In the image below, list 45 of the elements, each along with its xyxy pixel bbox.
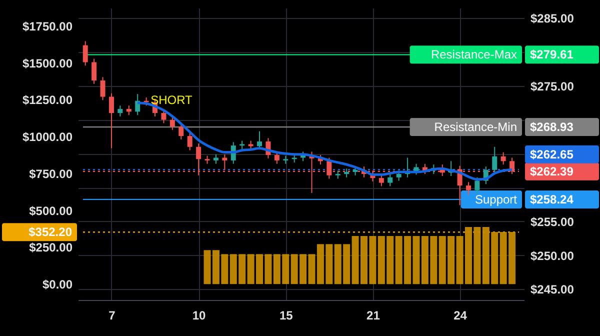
candlestick [161,109,166,124]
candlestick [388,173,393,187]
y2-tick-label: $245.00 [530,282,574,297]
candlestick [178,122,184,140]
candlestick [500,152,506,165]
candlestick [492,146,498,174]
x-tick-label: 21 [366,308,380,322]
y2-tick-label: $268.93 [530,120,574,134]
y-tick-label: $0.00 [42,278,73,292]
ref-line-label: Resistance-Min [434,120,517,134]
candlestick [126,105,132,116]
candlestick [274,151,280,164]
candlestick [474,176,480,194]
candlestick [100,76,106,101]
candlestick [82,40,88,66]
x-tick-label: 7 [108,308,116,322]
y-tick-label: $1750.00 [22,19,73,34]
y2-tick-label: $258.24 [530,192,574,206]
x-tick-label: 10 [192,308,206,322]
y-tick-label: $250.00 [29,240,73,255]
candlestick [378,174,384,187]
y2-tick-label: $275.00 [530,79,574,94]
y2-tick-label: $255.00 [530,214,574,229]
x-tick-label: 15 [279,308,294,322]
y2-tick-label: $262.39 [530,164,574,178]
candlestick [170,116,175,130]
y-tick-label: $352.20 [28,225,72,240]
x-tick-label: 24 [454,308,468,322]
candlestick [108,92,114,149]
candlestick [92,58,97,84]
ref-line-label: Support [474,192,518,206]
candlestick [213,154,218,164]
annotation: SHORT [150,93,194,107]
y2-tick-label: $250.00 [530,248,574,263]
y-tick-label: $1250.00 [22,93,73,108]
ref-line-label: Resistance-Max [430,48,517,62]
candlestick [118,105,123,117]
y2-tick-label: $285.00 [530,12,574,26]
y-tick-label: $500.00 [29,204,73,218]
y2-tick-label: $279.61 [530,48,574,62]
text: $262.65 [530,147,574,162]
candlestick [187,132,192,151]
y-tick-label: $750.00 [29,166,73,181]
y-tick-label: $1000.00 [22,130,73,144]
y-tick-label: $1500.00 [22,56,73,70]
